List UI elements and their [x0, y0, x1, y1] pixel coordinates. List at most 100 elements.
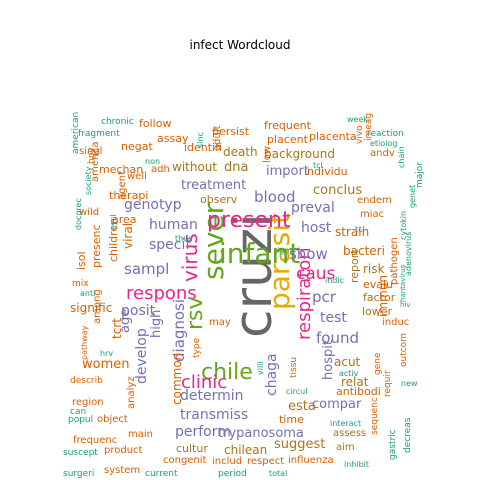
word-cloud-word: esta [288, 399, 316, 414]
word-cloud-word: negat [121, 140, 153, 153]
word-cloud-word: popul [68, 415, 94, 425]
word-cloud-word: infant [219, 237, 301, 270]
word-cloud-word: activ [339, 369, 359, 378]
word-cloud-word: persist [212, 125, 250, 138]
word-cloud-word: relat [341, 375, 369, 389]
word-cloud-word: reaction [367, 129, 404, 139]
word-cloud-word: hpv [87, 147, 97, 164]
word-cloud-word: mix [72, 279, 89, 289]
word-cloud-word: show [289, 245, 328, 263]
word-cloud-word: gastric [388, 429, 398, 460]
word-cloud-word: wild [79, 207, 100, 218]
word-cloud-word: adult [212, 125, 223, 151]
word-cloud-word: caus [296, 264, 336, 284]
word-cloud-word: signific [70, 301, 113, 315]
word-cloud-word: society [84, 166, 93, 195]
word-cloud-word: suscept [63, 448, 98, 458]
word-cloud-word: may [209, 317, 231, 328]
word-cloud-word: pcr [312, 288, 336, 306]
word-cloud-word: preval [291, 200, 335, 216]
word-cloud-word: bacteri [343, 244, 385, 258]
word-cloud-word: suggest [274, 437, 326, 452]
word-cloud-word: factor [363, 291, 396, 304]
word-cloud-word: host [301, 220, 332, 236]
word-cloud-word: dna [224, 160, 249, 175]
word-cloud-word: tissu [289, 356, 299, 378]
word-cloud-word: perform [175, 424, 231, 440]
word-cloud-word: decreas [403, 417, 413, 453]
word-cloud-word: tcrt [110, 318, 124, 339]
word-cloud-word: low [262, 145, 273, 163]
word-cloud-word: object [97, 414, 128, 425]
word-cloud-word: region [72, 397, 104, 408]
word-cloud-word: anti [80, 289, 96, 298]
word-cloud-word: non [145, 157, 161, 166]
word-cloud-word: miac [360, 209, 385, 220]
word-cloud-word: import [266, 164, 309, 179]
word-cloud-word: found [316, 329, 359, 347]
word-cloud-word: compar [312, 397, 362, 412]
word-cloud-word: circul [286, 387, 308, 396]
word-cloud-word: chronic [101, 117, 134, 127]
word-cloud-word: specif [149, 237, 191, 253]
word-cloud-word: antibodi [336, 385, 381, 398]
word-cloud-word: tcl [313, 161, 323, 170]
word-cloud-word: well [127, 171, 147, 182]
word-cloud-word: genotyp [124, 197, 182, 213]
word-cloud-word: placenta [309, 130, 357, 143]
word-cloud-word: treatment [181, 178, 247, 193]
word-cloud-word: clinic [181, 372, 228, 393]
word-cloud-word: identifi [184, 141, 223, 154]
word-cloud-word: human [149, 217, 198, 233]
word-cloud-word: chain [397, 146, 406, 168]
word-cloud-word: endem [357, 195, 392, 206]
word-cloud-word: therapi [109, 189, 149, 202]
word-cloud-word: frequenc [73, 435, 118, 446]
word-cloud-word: hiv [400, 301, 411, 309]
word-cloud-word: follow [139, 117, 172, 130]
word-cloud-word: transmiss [180, 407, 249, 423]
word-cloud-word: background [264, 147, 335, 161]
word-cloud-word: assay [157, 132, 189, 145]
word-cloud-word: individu [304, 165, 348, 178]
word-cloud-word: conclus [313, 183, 363, 198]
word-cloud-word: death [223, 145, 258, 159]
word-cloud-word: strain [335, 225, 370, 239]
word-cloud-word: imeag [364, 112, 374, 141]
word-cloud-word: outcom [399, 333, 409, 367]
word-cloud-word: women [82, 357, 130, 372]
word-cloud-word: analyz [126, 376, 137, 409]
word-cloud-word: indic [325, 276, 344, 285]
word-cloud-word: congenit [163, 455, 207, 466]
word-cloud-word: high [149, 309, 164, 338]
word-cloud-word: period [218, 469, 247, 479]
word-cloud-word: cycl [109, 214, 118, 230]
word-cloud-word: influenza [288, 455, 334, 466]
word-cloud-word: week [347, 115, 369, 124]
word-cloud-word: evalu [363, 278, 394, 291]
word-cloud-word: inhibit [344, 460, 370, 469]
word-cloud-word: major [415, 162, 425, 188]
word-cloud-word: area [112, 213, 137, 226]
word-cloud-word: develop [134, 328, 150, 384]
word-cloud-word: hantavirus [399, 264, 407, 302]
word-cloud-word: docgrec [74, 198, 83, 230]
word-cloud-word: acut [334, 355, 361, 369]
word-cloud-word: hrv [100, 349, 114, 358]
word-cloud-word: genet [408, 184, 417, 208]
word-cloud-word: viral [121, 222, 135, 249]
word-cloud-word: total [269, 469, 288, 478]
word-cloud-word: mechan [99, 163, 144, 176]
word-cloud-word: lower [362, 305, 393, 318]
word-cloud-word: includ [212, 456, 243, 467]
word-cloud-word: requir [383, 370, 393, 397]
word-cloud-word: immun [376, 275, 390, 317]
word-cloud-word: frequent [264, 119, 311, 132]
word-cloud-word: product [104, 445, 143, 456]
word-cloud-word: assess [333, 428, 367, 439]
word-cloud-word: presenc [90, 224, 103, 268]
word-cloud-word: test [320, 310, 347, 326]
word-cloud-word: surgeri [63, 469, 95, 479]
word-cloud-word: sequenc [370, 397, 380, 435]
